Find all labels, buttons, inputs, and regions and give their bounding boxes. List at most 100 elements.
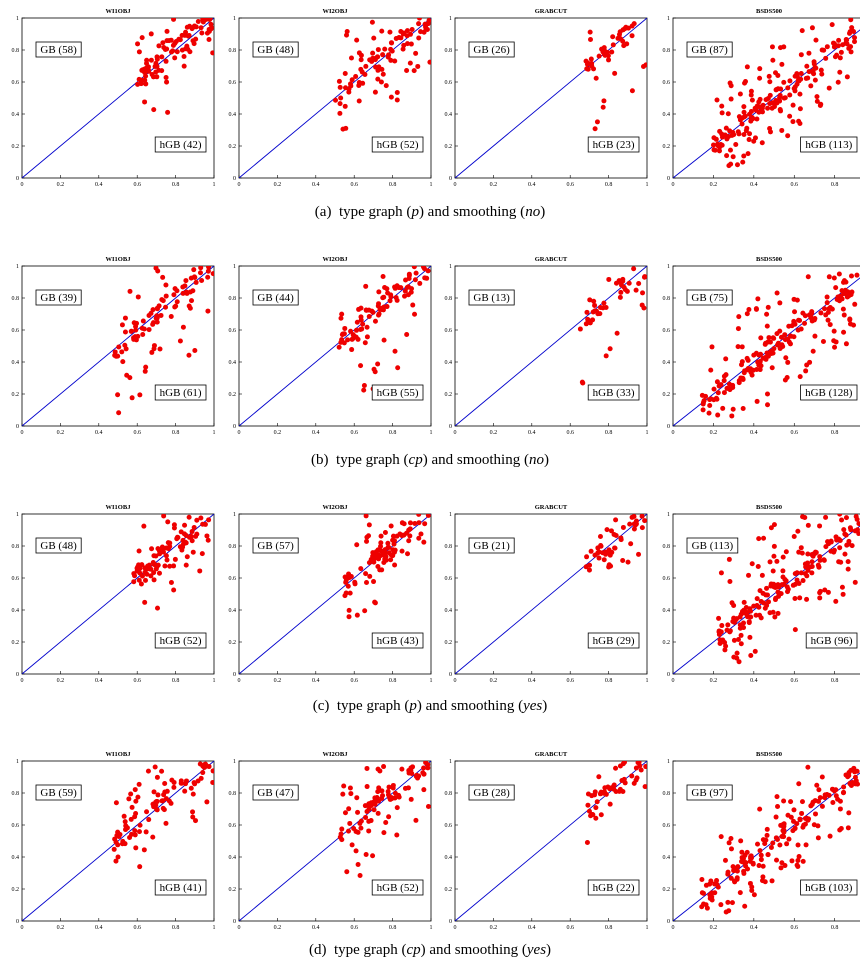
data-point-hgb — [822, 306, 827, 311]
data-point-hgb — [158, 346, 163, 351]
data-point-gb — [757, 807, 762, 812]
data-point-hgb — [820, 804, 825, 809]
data-point-gb — [726, 870, 731, 875]
data-point-gb — [700, 393, 705, 398]
data-point-gb — [170, 48, 175, 53]
x-tick-label: 0.6 — [350, 430, 358, 436]
data-point-hgb — [164, 553, 169, 558]
data-point-hgb — [801, 578, 806, 583]
data-point-gb — [155, 775, 160, 780]
y-tick-label: 0.2 — [445, 392, 453, 398]
data-point-hgb — [595, 119, 600, 124]
gb-count-label: GB (87) — [691, 44, 728, 56]
y-tick-label: 0 — [16, 176, 19, 182]
data-point-gb — [769, 525, 774, 530]
data-point-gb — [206, 264, 211, 269]
gb-count-label: GB (44) — [257, 292, 294, 304]
data-point-gb — [338, 85, 343, 90]
data-point-hgb — [717, 148, 722, 153]
data-point-hgb — [848, 44, 853, 49]
data-point-gb — [758, 588, 763, 593]
x-tick-label: 0.2 — [490, 678, 498, 684]
data-point-hgb — [726, 908, 731, 913]
data-point-gb — [156, 43, 161, 48]
data-point-hgb — [639, 768, 644, 773]
y-tick-label: 0.4 — [663, 855, 671, 861]
data-point-hgb — [365, 334, 370, 339]
y-tick-label: 0.8 — [445, 791, 453, 797]
data-point-hgb — [785, 375, 790, 380]
data-point-gb — [738, 838, 743, 843]
x-tick-label: 1 — [213, 678, 216, 684]
x-tick-label: 0.8 — [605, 678, 613, 684]
data-point-gb — [736, 314, 741, 319]
data-point-hgb — [425, 762, 430, 767]
data-point-gb — [746, 358, 751, 363]
y-tick-label: 1 — [449, 759, 452, 765]
y-tick-label: 0.2 — [229, 144, 237, 150]
data-point-hgb — [822, 558, 827, 563]
data-point-gb — [407, 272, 412, 277]
data-point-gb — [763, 592, 768, 597]
data-point-gb — [163, 282, 168, 287]
data-point-hgb — [367, 574, 372, 579]
data-point-gb — [605, 784, 610, 789]
data-point-hgb — [151, 107, 156, 112]
data-point-hgb — [163, 305, 168, 310]
data-point-hgb — [796, 328, 801, 333]
data-point-gb — [123, 827, 128, 832]
data-point-hgb — [837, 828, 842, 833]
data-point-hgb — [356, 337, 361, 342]
data-point-gb — [141, 319, 146, 324]
data-point-hgb — [609, 49, 614, 54]
data-point-hgb — [627, 281, 632, 286]
data-point-gb — [340, 792, 345, 797]
data-point-hgb — [153, 70, 158, 75]
data-point-gb — [630, 515, 635, 520]
data-point-hgb — [741, 625, 746, 630]
data-point-gb — [386, 789, 391, 794]
x-tick-label: 0.8 — [172, 430, 180, 436]
caption-a: (a) type graph (p) and smoothing (no) — [0, 204, 860, 221]
data-point-gb — [345, 29, 350, 34]
data-point-hgb — [733, 142, 738, 147]
data-point-hgb — [778, 865, 783, 870]
data-point-hgb — [839, 50, 844, 55]
data-point-gb — [798, 817, 803, 822]
data-point-gb — [192, 24, 197, 29]
data-point-gb — [339, 312, 344, 317]
x-tick-label: 0 — [238, 182, 241, 188]
data-point-hgb — [837, 545, 842, 550]
data-point-gb — [836, 38, 841, 43]
data-point-hgb — [707, 397, 712, 402]
data-point-hgb — [640, 303, 645, 308]
data-point-hgb — [594, 76, 599, 81]
data-point-hgb — [846, 825, 851, 830]
data-point-hgb — [816, 564, 821, 569]
data-point-hgb — [392, 550, 397, 555]
caption-pre: type graph ( — [336, 452, 408, 468]
data-point-gb — [400, 533, 405, 538]
data-point-gb — [796, 781, 801, 786]
data-point-hgb — [139, 81, 144, 86]
data-point-hgb — [797, 581, 802, 586]
hgb-count-label: hGB (61) — [160, 387, 202, 399]
data-point-hgb — [142, 847, 147, 852]
data-point-gb — [820, 774, 825, 779]
data-point-hgb — [210, 780, 215, 785]
hgb-count-label: hGB (55) — [377, 387, 419, 399]
data-point-hgb — [808, 83, 813, 88]
data-point-hgb — [375, 361, 380, 366]
data-point-gb — [112, 837, 117, 842]
data-point-hgb — [735, 869, 740, 874]
data-point-gb — [363, 803, 368, 808]
x-tick-label: 1 — [213, 430, 216, 436]
data-point-hgb — [355, 613, 360, 618]
data-point-hgb — [722, 390, 727, 395]
data-point-gb — [849, 273, 854, 278]
y-tick-label: 0.4 — [445, 360, 453, 366]
data-point-gb — [786, 324, 791, 329]
data-point-hgb — [768, 129, 773, 134]
data-point-hgb — [636, 552, 641, 557]
